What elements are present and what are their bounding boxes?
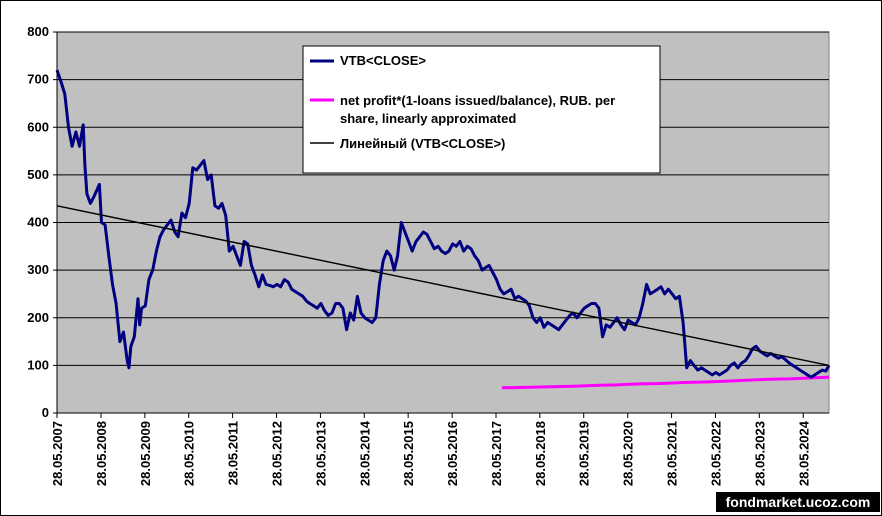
x-tick-label: 28.05.2020 — [621, 421, 636, 486]
x-tick-label: 28.05.2024 — [796, 420, 811, 486]
y-tick-label-100: 100 — [27, 357, 49, 372]
x-tick-label: 28.05.2011 — [226, 421, 241, 485]
x-tick-label: 28.05.2019 — [577, 421, 592, 486]
x-tick-label: 28.05.2023 — [752, 421, 767, 486]
watermark: fondmarket.ucoz.com — [716, 492, 880, 512]
series-vtb-close — [55, 69, 831, 379]
legend-label-vtb-close: VTB<CLOSE> — [340, 53, 426, 68]
x-tick-label: 28.05.2008 — [94, 421, 109, 486]
series-net-profit — [501, 375, 830, 390]
y-tick-label-800: 800 — [27, 24, 49, 39]
y-tick-labels: 0 100 200 300 400 500 600 700 800 — [27, 24, 57, 420]
y-tick-label-400: 400 — [27, 215, 49, 230]
series-linear-trend — [56, 205, 830, 367]
legend-label-net-profit-line1: net profit*(1-loans issued/balance), RUB… — [340, 93, 615, 108]
x-tick-label: 28.05.2016 — [445, 421, 460, 486]
legend: VTB<CLOSE> net profit*(1-loans issued/ba… — [302, 45, 661, 174]
x-tick-labels: 28.05.2007 28.05.2008 28.05.2009 28.05.2010… — [50, 413, 811, 486]
x-tick-label: 28.05.2014 — [357, 420, 372, 486]
x-tick-label: 28.05.2009 — [138, 421, 153, 486]
legend-box — [302, 45, 661, 174]
x-tick-label: 28.05.2012 — [270, 421, 285, 486]
series-layer — [55, 69, 831, 390]
x-tick-label: 28.05.2021 — [665, 421, 680, 486]
x-tick-label: 28.05.2018 — [533, 421, 548, 486]
gridlines — [57, 31, 829, 366]
legend-label-net-profit-line2: share, linearly approximated — [340, 111, 516, 126]
x-tick-label: 28.05.2015 — [401, 421, 416, 486]
x-tick-label: 28.05.2013 — [313, 421, 328, 486]
x-tick-label: 28.05.2010 — [182, 421, 197, 486]
x-tick-label: 28.05.2022 — [708, 421, 723, 486]
watermark-text: fondmarket.ucoz.com — [726, 494, 871, 510]
y-tick-label-0: 0 — [42, 405, 49, 420]
x-tick-label: 28.05.2007 — [50, 421, 65, 486]
legend-label-linear-trend: Линейный (VTB<CLOSE>) — [340, 136, 505, 151]
y-tick-label-600: 600 — [27, 119, 49, 134]
legend-label-net-profit: net profit*(1-loans issued/balance), RUB… — [340, 93, 619, 126]
x-tick-label: 28.05.2017 — [489, 421, 504, 486]
y-tick-label-300: 300 — [27, 262, 49, 277]
watermark-background — [716, 492, 880, 512]
y-tick-label-500: 500 — [27, 167, 49, 182]
y-tick-label-700: 700 — [27, 72, 49, 87]
y-tick-label-200: 200 — [27, 310, 49, 325]
